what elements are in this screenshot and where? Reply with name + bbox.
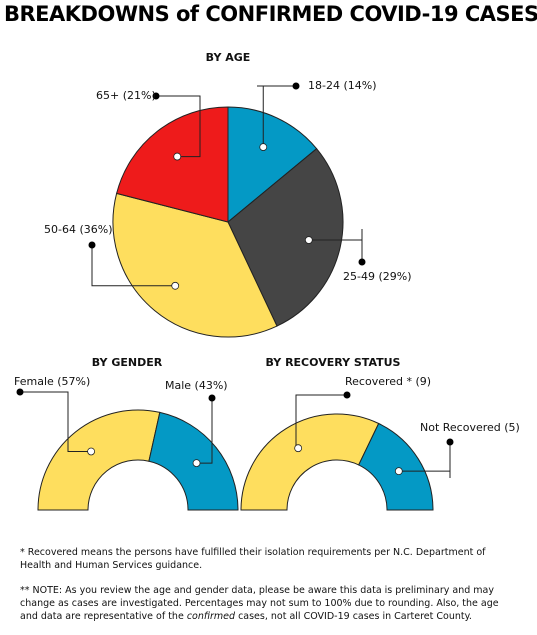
slice-dot: [192, 459, 201, 468]
main-title: BREAKDOWNS of CONFIRMED COVID-19 CASES: [4, 2, 537, 26]
slice-dot: [87, 447, 96, 456]
leader-line: [308, 229, 363, 262]
label-dot: [152, 92, 160, 100]
slice-label: Not Recovered (5): [420, 421, 520, 434]
leader-line: [398, 442, 451, 478]
leader-line: [156, 95, 201, 158]
slice-dot: [171, 281, 180, 290]
slice: [358, 422, 434, 511]
leader-line: [91, 245, 176, 287]
notes: * Recovered means the persons have fulfi…: [20, 546, 510, 635]
slice-label: Male (43%): [165, 379, 228, 392]
slice-label: 50-64 (36%): [44, 223, 113, 236]
label-dot: [16, 388, 24, 396]
leader-line: [196, 398, 213, 464]
label-dot: [292, 82, 300, 90]
note: ** NOTE: As you review the age and gende…: [20, 584, 510, 623]
label-dot: [446, 438, 454, 446]
note-text: ** NOTE: As you review the age and gende…: [20, 585, 499, 622]
slice-dot: [259, 143, 268, 151]
slice: [112, 192, 278, 338]
slice-label: 65+ (21%): [96, 89, 156, 102]
note-text: cases, not all COVID-19 cases in Cartere…: [235, 611, 472, 622]
slice-dot: [304, 236, 313, 244]
slice-label: Female (57%): [14, 375, 90, 388]
label-dot: [358, 258, 366, 266]
label-dot: [88, 241, 96, 249]
slice-label: 25-49 (29%): [343, 270, 412, 283]
slice-dot: [394, 467, 403, 476]
slice: [240, 413, 380, 511]
label-dot: [208, 394, 216, 402]
note: * Recovered means the persons have fulfi…: [20, 547, 486, 571]
note-emphasis: confirmed: [186, 611, 236, 622]
slice: [37, 409, 161, 511]
slice-label: Recovered * (9): [345, 375, 431, 388]
label-dot: [343, 391, 351, 399]
chart-title: BY AGE: [206, 51, 251, 64]
slice-dot: [173, 152, 182, 161]
charts: BY AGE 18-24 (14%) 25-49 (29%) 50-64 (36%) 6…: [14, 51, 520, 511]
chart-title: BY GENDER: [92, 356, 163, 369]
leader-line: [257, 85, 296, 148]
chart-title: BY RECOVERY STATUS: [266, 356, 401, 369]
slice-dot: [294, 444, 303, 453]
leader-line: [20, 391, 92, 452]
slice: [227, 147, 344, 327]
slice-label: 18-24 (14%): [308, 79, 377, 92]
